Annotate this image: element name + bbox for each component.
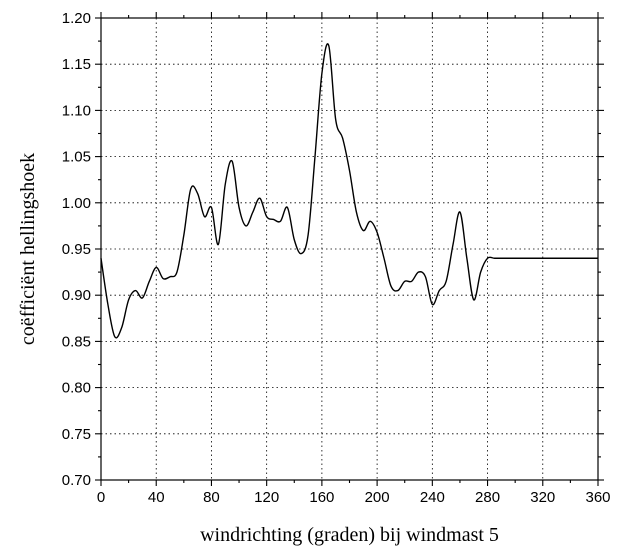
y-tick-label: 1.10 xyxy=(62,102,91,119)
y-tick-label: 1.05 xyxy=(62,149,91,166)
y-tick-label: 0.75 xyxy=(62,426,91,443)
x-axis-title: windrichting (graden) bij windmast 5 xyxy=(200,524,499,546)
y-tick-label: 1.15 xyxy=(62,56,91,73)
x-tick-label: 240 xyxy=(420,489,445,506)
series-line xyxy=(100,43,598,339)
x-tick-label: 120 xyxy=(254,489,279,506)
grid-lines xyxy=(101,18,598,480)
x-axis-tick-labels: 0 40 80 120 160 200 240 280 320 360 xyxy=(97,489,611,506)
y-tick-label: 1.00 xyxy=(62,195,91,212)
x-tick-label: 280 xyxy=(475,489,500,506)
y-axis-tick-labels: 0.70 0.75 0.80 0.85 0.90 0.95 1.00 1.05 1.10 1.15… xyxy=(62,10,91,489)
x-tick-label: 360 xyxy=(585,489,610,506)
y-tick-label: 1.20 xyxy=(62,10,91,27)
x-tick-label: 80 xyxy=(203,489,220,506)
x-tick-label: 40 xyxy=(148,489,165,506)
x-tick-label: 200 xyxy=(365,489,390,506)
x-tick-label: 0 xyxy=(97,489,105,506)
x-tick-label: 160 xyxy=(309,489,334,506)
plot-frame xyxy=(100,17,599,481)
x-tick-label: 320 xyxy=(530,489,555,506)
y-tick-label: 0.70 xyxy=(62,472,91,489)
y-tick-label: 0.80 xyxy=(62,380,91,397)
y-tick-label: 0.90 xyxy=(62,287,91,304)
y-tick-label: 0.85 xyxy=(62,333,91,350)
y-tick-label: 0.95 xyxy=(62,241,91,258)
y-axis-title: coëfficiënt hellingshoek xyxy=(17,153,39,345)
